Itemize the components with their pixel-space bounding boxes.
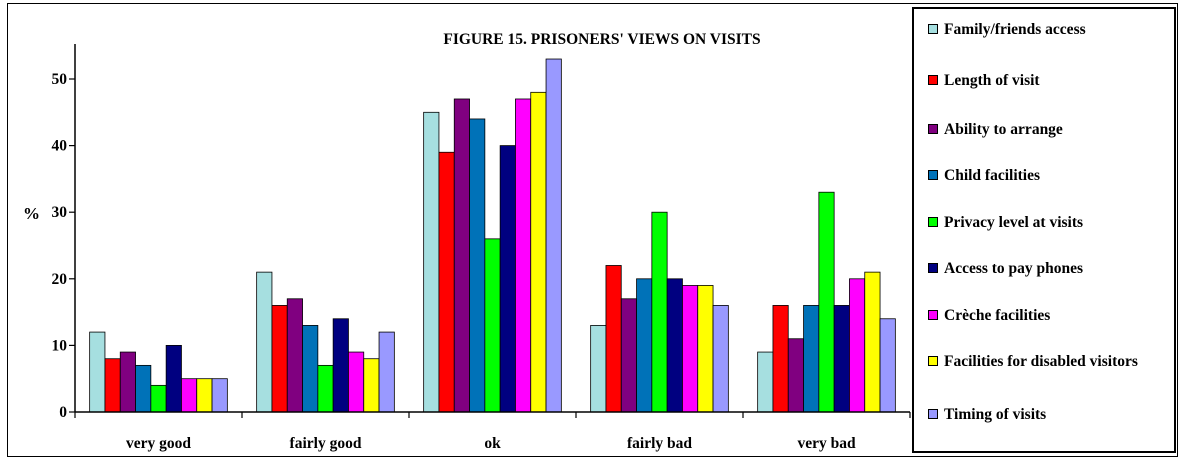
legend-item: Privacy level at visits: [928, 214, 1144, 232]
bar-3-2: [469, 118, 486, 413]
bar-2-2: [453, 98, 470, 413]
y-tick-label: 10: [52, 337, 68, 354]
bar-3-3: [636, 278, 653, 413]
legend-label: Length of visit: [944, 72, 1040, 89]
bar-7-4: [864, 271, 881, 413]
bar-5-4: [833, 305, 850, 413]
legend-item: Length of visit: [928, 72, 1144, 90]
bar-3-4: [803, 305, 820, 413]
x-tick-label: fairly good: [290, 435, 362, 452]
bar-0-0: [89, 331, 106, 413]
y-tick-label: 20: [52, 271, 68, 288]
bar-6-1: [348, 351, 365, 413]
bar-4-4: [818, 191, 835, 413]
legend-label: Privacy level at visits: [944, 214, 1084, 231]
legend-label: Facilities for disabled visitors: [944, 353, 1138, 370]
bar-4-3: [651, 211, 668, 413]
bar-4-0: [150, 384, 167, 413]
legend-label: Family/friends access: [944, 21, 1086, 38]
legend-swatch: [928, 356, 938, 366]
bar-4-1: [317, 364, 334, 413]
legend-label: Crèche facilities: [944, 307, 1051, 324]
legend-item: Access to pay phones: [928, 260, 1144, 278]
bar-6-4: [849, 278, 866, 413]
bar-7-1: [363, 358, 380, 413]
legend-swatch: [928, 170, 938, 180]
bar-chart: FIGURE 15. PRISONERS' VIEWS ON VISITS % …: [23, 31, 911, 452]
bar-5-1: [332, 318, 349, 413]
legend-swatch: [928, 24, 938, 34]
bar-8-3: [712, 305, 729, 413]
x-tick-label: fairly bad: [627, 435, 692, 452]
legend-swatch: [928, 310, 938, 320]
bars-layer: [89, 58, 896, 413]
bar-4-2: [484, 238, 501, 413]
x-tick-label: very bad: [797, 435, 856, 452]
x-tick-label: very good: [126, 435, 191, 452]
chart-frame: [7, 3, 1178, 457]
legend-label: Ability to arrange: [944, 121, 1063, 138]
legend-item: Ability to arrange: [928, 121, 1144, 139]
legend-item: Timing of visits: [928, 406, 1144, 424]
bar-6-2: [515, 98, 532, 413]
x-tick-label: ok: [484, 435, 501, 452]
bar-7-0: [196, 378, 213, 413]
legend-swatch: [928, 75, 938, 85]
bar-0-2: [423, 111, 440, 413]
legend-swatch: [928, 409, 938, 419]
bar-0-1: [256, 271, 273, 413]
bar-1-4: [772, 305, 789, 413]
legend-swatch: [928, 263, 938, 273]
bar-5-0: [165, 344, 182, 413]
y-axis-label: %: [23, 204, 40, 223]
y-tick-label: 40: [52, 138, 68, 155]
legend-item: Facilities for disabled visitors: [928, 353, 1144, 371]
bar-7-3: [697, 285, 714, 413]
bar-8-1: [378, 331, 395, 413]
legend-label: Child facilities: [944, 167, 1041, 184]
legend: Family/friends access Length of visit Abil…: [912, 7, 1176, 453]
bar-0-4: [757, 351, 774, 413]
y-tick-label: 0: [59, 404, 67, 421]
bar-5-2: [499, 145, 516, 413]
bar-8-2: [545, 58, 562, 413]
axes: very good fairly good ok fairly bad very bad…: [52, 44, 911, 452]
bar-1-2: [438, 151, 455, 413]
y-tick-label: 30: [52, 204, 68, 221]
legend-swatch: [928, 217, 938, 227]
legend-item: Crèche facilities: [928, 307, 1144, 325]
legend-label: Access to pay phones: [944, 260, 1084, 277]
bar-1-3: [605, 265, 622, 413]
legend-item: Child facilities: [928, 167, 1144, 185]
y-tick-label: 50: [52, 71, 68, 88]
bar-2-3: [620, 298, 637, 413]
bar-0-3: [590, 325, 607, 413]
bar-3-0: [135, 364, 152, 413]
bar-2-4: [787, 338, 804, 413]
legend-label: Timing of visits: [944, 406, 1047, 423]
chart-title: FIGURE 15. PRISONERS' VIEWS ON VISITS: [443, 31, 760, 48]
bar-2-1: [286, 298, 303, 413]
bar-6-0: [181, 378, 198, 413]
bar-8-4: [879, 318, 896, 413]
bar-3-1: [302, 325, 319, 413]
bar-1-0: [104, 358, 121, 413]
legend-item: Family/friends access: [928, 21, 1144, 39]
bar-7-2: [530, 91, 547, 413]
bar-6-3: [682, 285, 699, 413]
bar-8-0: [211, 378, 228, 413]
bar-5-3: [666, 278, 683, 413]
legend-swatch: [928, 124, 938, 134]
bar-1-1: [271, 305, 288, 413]
bar-2-0: [119, 351, 136, 413]
